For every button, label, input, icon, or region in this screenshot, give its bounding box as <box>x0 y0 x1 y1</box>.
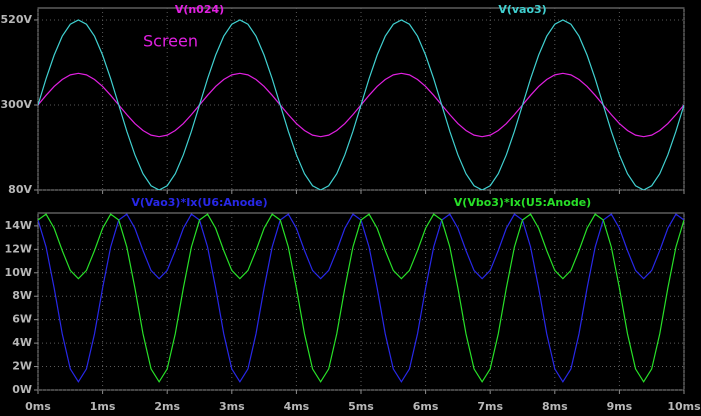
legend-label: V(Vbo3)*Ix(U5:Anode) <box>454 196 591 209</box>
x-tick-label: 8ms <box>542 400 568 413</box>
legend-label: V(Vao3)*Ix(U6:Anode) <box>131 196 267 209</box>
y-tick-label: 4W <box>12 336 32 349</box>
x-tick-label: 10ms <box>667 400 701 413</box>
x-tick-label: 2ms <box>154 400 180 413</box>
x-tick-label: 0ms <box>25 400 51 413</box>
x-tick-label: 1ms <box>90 400 116 413</box>
x-tick-label: 5ms <box>348 400 374 413</box>
x-tick-label: 9ms <box>607 400 633 413</box>
x-tick-label: 6ms <box>413 400 439 413</box>
x-tick-label: 4ms <box>284 400 310 413</box>
y-tick-label: 12W <box>5 242 32 255</box>
series-line <box>38 213 684 383</box>
y-tick-label: 300V <box>1 98 33 111</box>
y-tick-label: 8W <box>12 289 32 302</box>
y-tick-label: 2W <box>12 360 32 373</box>
x-tick-label: 7ms <box>477 400 503 413</box>
legend-label: V(vao3) <box>498 3 546 16</box>
legend-label: V(n024) <box>175 3 224 16</box>
y-tick-label: 10W <box>5 266 32 279</box>
y-tick-label: 520V <box>1 13 33 26</box>
series-line <box>38 19 684 190</box>
y-tick-label: 0W <box>12 383 32 396</box>
y-tick-label: 6W <box>12 313 32 326</box>
x-tick-label: 3ms <box>219 400 245 413</box>
y-tick-label: 80V <box>8 183 32 196</box>
y-tick-label: 14W <box>5 219 32 232</box>
annotation: Screen <box>143 32 198 51</box>
